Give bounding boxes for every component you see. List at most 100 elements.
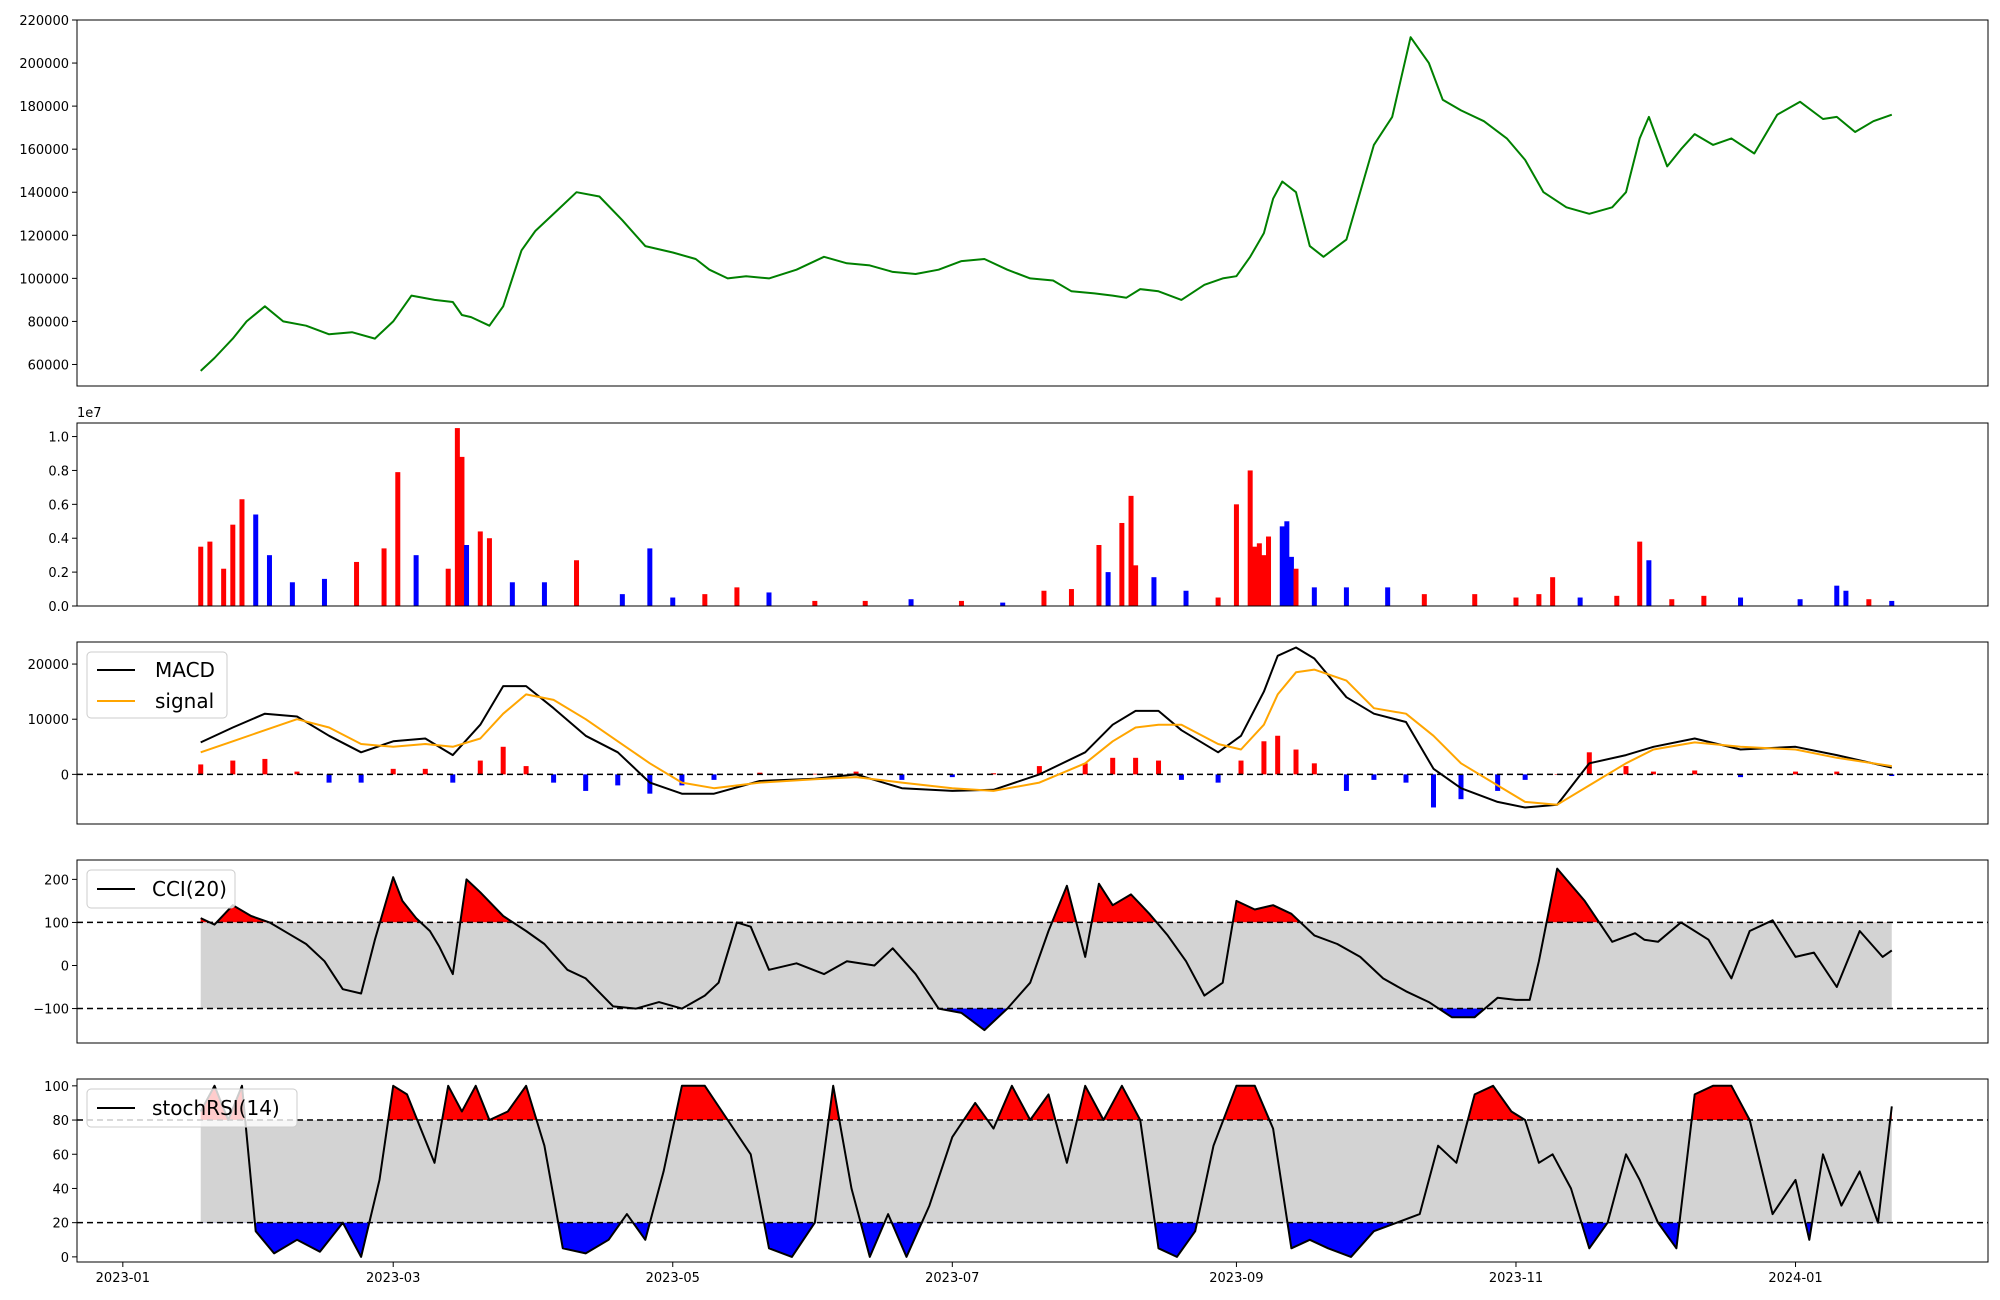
volume-bar: [1738, 597, 1744, 606]
volume-bar: [445, 568, 451, 606]
volume-bar: [812, 600, 818, 606]
stochrsi-ytick-label: 0: [61, 1251, 69, 1266]
volume-ytick-label: 1.0: [48, 431, 69, 446]
volume-bar: [459, 456, 465, 606]
volume-bar: [1385, 587, 1391, 606]
volume-bar: [1266, 536, 1272, 606]
volume-bar: [1000, 602, 1006, 606]
volume-bar: [1646, 560, 1652, 606]
volume-bar: [1637, 541, 1643, 606]
macd-histogram-bar: [1343, 774, 1349, 791]
x-tick-label: 2023-01: [96, 1271, 150, 1286]
macd-histogram-bar: [1623, 766, 1629, 775]
stochrsi-ytick-label: 80: [52, 1114, 69, 1129]
macd-histogram-bar: [1522, 774, 1528, 780]
stochrsi-line: [199, 1084, 1893, 1258]
macd-histogram-bar: [1650, 771, 1656, 775]
volume-bar: [1513, 597, 1519, 606]
x-tick-label: 2024-01: [1768, 1271, 1822, 1286]
x-tick-label: 2023-03: [366, 1271, 420, 1286]
macd-histogram-bar: [1215, 774, 1221, 783]
macd-histogram-bar: [711, 774, 717, 780]
macd-histogram-bar: [1692, 770, 1698, 775]
volume-bar: [1797, 599, 1803, 606]
volume-bar: [958, 600, 964, 606]
volume-bar: [1284, 521, 1290, 606]
volume-bar: [253, 514, 259, 606]
macd-histogram-bar: [477, 760, 483, 775]
macd-histogram-bar: [262, 758, 268, 775]
macd-histogram-bar: [1834, 771, 1840, 775]
macd-histogram-bar: [1036, 766, 1042, 775]
volume-bar: [221, 568, 227, 606]
volume-bar: [1288, 556, 1294, 606]
volume-bar: [1233, 504, 1239, 606]
macd-axes-frame: [76, 641, 1989, 825]
price-line: [200, 36, 1893, 372]
volume-bar: [1041, 590, 1047, 606]
stochrsi-band: [200, 1120, 1892, 1223]
volume-axes-frame: [76, 422, 1989, 607]
volume-bar: [266, 555, 272, 606]
macd-histogram-bar: [1133, 757, 1139, 775]
cci-ytick-label: 100: [44, 916, 69, 931]
volume-scale-label: 1e7: [77, 406, 102, 421]
x-tick-label: 2023-05: [646, 1271, 700, 1286]
volume-bar: [1834, 585, 1840, 606]
volume-bar: [1311, 587, 1317, 606]
stochrsi-overbought-fill: [200, 1085, 1892, 1121]
price-ytick-label: 200000: [19, 57, 69, 72]
macd-histogram-bar: [1156, 760, 1162, 775]
macd-ytick-label: 20000: [28, 658, 69, 673]
macd-histogram-bar: [294, 771, 300, 775]
macd-legend-label: signal: [155, 689, 214, 713]
cci-axes-frame: [76, 859, 1989, 1044]
macd-histogram-bar: [390, 768, 396, 775]
macd-histogram-bar: [198, 764, 204, 775]
macd-histogram-bar: [583, 774, 589, 791]
cci-oversold-fill: [200, 1008, 1892, 1031]
macd-histogram-bar: [1178, 774, 1184, 780]
volume-ytick-label: 0.6: [48, 498, 69, 513]
cci-ytick-label: 200: [44, 873, 69, 888]
volume-bar: [1421, 594, 1427, 606]
macd-histogram-bar: [615, 774, 621, 786]
cci-legend: CCI(20): [86, 869, 236, 909]
volume-bar: [647, 548, 653, 606]
macd-histogram-bar: [1293, 749, 1299, 775]
volume-bar: [464, 545, 470, 606]
volume-bar: [207, 541, 213, 606]
macd-histogram-bar: [1275, 735, 1281, 775]
volume-ytick-label: 0.2: [48, 566, 69, 581]
price-ytick-label: 160000: [19, 143, 69, 158]
price-ytick-label: 140000: [19, 186, 69, 201]
volume-bar: [477, 531, 483, 606]
volume-bar: [1866, 599, 1872, 606]
volume-bar: [486, 538, 492, 606]
volume-bar: [1701, 595, 1707, 606]
macd-histogram-bar: [450, 774, 456, 783]
volume-bar: [1183, 590, 1189, 606]
cci-ytick-label: −100: [33, 1003, 69, 1018]
stochrsi-legend-label: stochRSI(14): [152, 1096, 280, 1120]
volume-bar: [1252, 546, 1258, 606]
macd-histogram-bar: [899, 774, 905, 780]
volume-bar: [734, 587, 740, 606]
price-ytick-label: 80000: [28, 315, 69, 330]
cci-line: [200, 867, 1893, 1032]
macd-histogram-bar: [1261, 741, 1267, 775]
volume-bar: [619, 594, 625, 606]
volume-bar: [1261, 555, 1267, 606]
price-ytick-label: 60000: [28, 358, 69, 373]
x-tick-label: 2023-09: [1209, 1271, 1263, 1286]
macd-histogram-bar: [1458, 774, 1464, 800]
volume-bar: [541, 582, 547, 606]
volume-bar: [454, 428, 460, 606]
macd-ytick-label: 0: [61, 768, 69, 783]
volume-bar: [1256, 543, 1262, 606]
volume-bar: [1133, 565, 1139, 606]
macd-ytick-label: 10000: [28, 713, 69, 728]
price-ytick-label: 180000: [19, 100, 69, 115]
volume-bar: [321, 578, 327, 606]
